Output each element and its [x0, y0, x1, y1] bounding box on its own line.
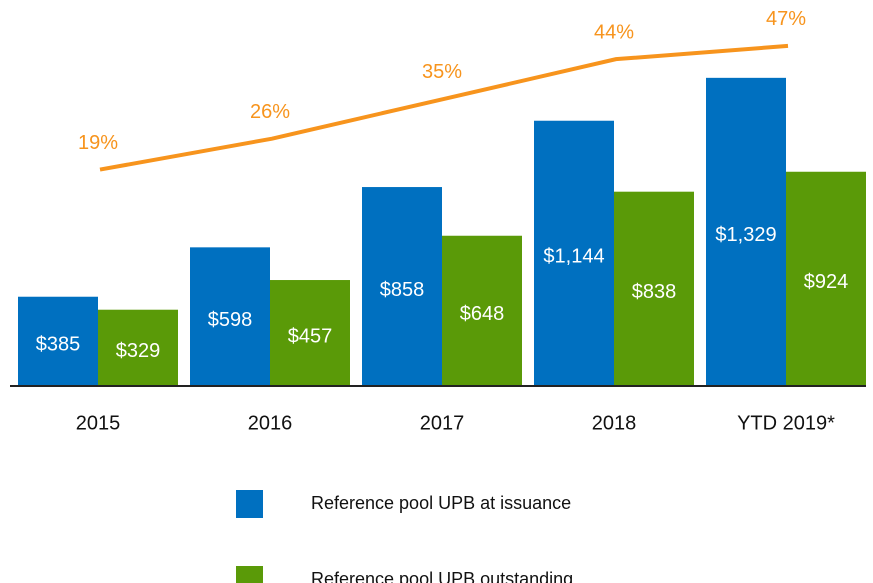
bar — [706, 77, 786, 386]
bar — [534, 120, 614, 387]
bar-value-label: $648 — [460, 303, 505, 325]
bar-value-label: $1,329 — [715, 224, 776, 246]
bar-value-label: $598 — [208, 309, 253, 331]
x-tick-label: YTD 2019* — [737, 412, 835, 434]
line — [99, 43, 789, 172]
bar — [786, 171, 866, 386]
x-tick-label: 2018 — [592, 412, 637, 434]
bar-value-label: $329 — [116, 340, 161, 362]
legend-swatch — [236, 566, 263, 583]
bar-value-label: $924 — [804, 271, 849, 293]
x-tick-label: 2016 — [248, 412, 293, 434]
legend-swatch — [236, 490, 263, 518]
x-tick-label: 2017 — [420, 412, 465, 434]
bar — [362, 187, 442, 386]
bar — [270, 280, 350, 386]
line-value-label: 44% — [594, 21, 634, 43]
bar-value-label: $858 — [380, 279, 425, 301]
line-value-label: 26% — [250, 101, 290, 123]
bar-value-label: $385 — [36, 334, 81, 356]
line-value-label: 19% — [78, 132, 118, 154]
line-value-label: 35% — [422, 61, 462, 83]
bar — [614, 191, 694, 386]
line-value-label: 47% — [766, 8, 806, 30]
bar — [190, 247, 270, 386]
legend-label: Reference pool UPB outstanding — [311, 569, 573, 583]
bar-value-label: $1,144 — [543, 246, 604, 268]
bar-value-label: $457 — [288, 325, 333, 347]
bar — [18, 296, 98, 386]
bar — [98, 309, 178, 386]
x-tick-label: 2015 — [76, 412, 121, 434]
bar-value-label: $838 — [632, 281, 677, 303]
bar — [442, 235, 522, 386]
legend-label: Reference pool UPB at issuance — [311, 493, 571, 513]
